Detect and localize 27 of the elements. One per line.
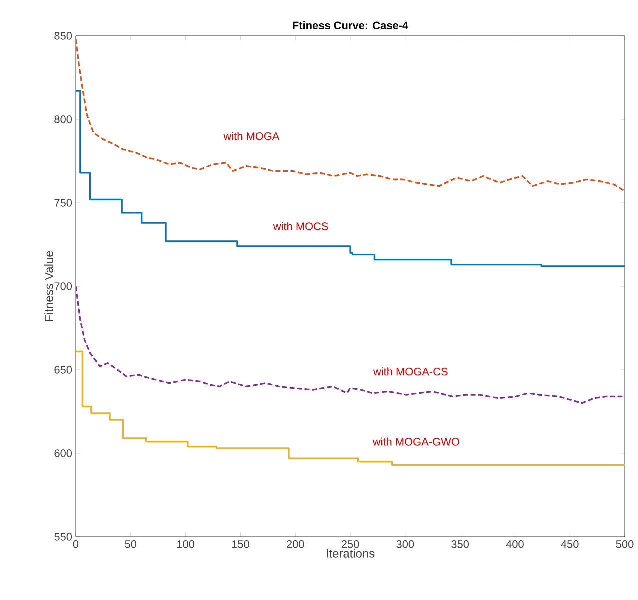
line-series — [76, 286, 626, 404]
x-tick-label: 500 — [616, 540, 634, 548]
x-tick-label: 200 — [287, 540, 304, 548]
y-tick-label: 550 — [54, 533, 72, 541]
x-tick-label: 0 — [73, 540, 79, 548]
x-tick-label: 150 — [232, 540, 250, 548]
x-tick-label: 250 — [342, 540, 360, 548]
annotation: with MOCS — [273, 222, 328, 230]
x-tick-label: 400 — [506, 540, 524, 548]
x-tick-label: 50 — [125, 540, 137, 548]
y-tick-label: 650 — [54, 366, 72, 374]
y-tick-label: 850 — [54, 32, 72, 40]
annotation: with MOGA — [224, 132, 280, 140]
y-axis-title: Fitness Value — [44, 251, 54, 322]
x-tick-label: 350 — [452, 540, 470, 548]
x-tick-label: 300 — [396, 540, 414, 548]
y-tick-label: 600 — [54, 450, 72, 458]
y-tick-label: 800 — [54, 116, 72, 124]
y-tick-label: 700 — [54, 282, 72, 290]
x-tick-label: 100 — [177, 540, 195, 548]
line-series — [76, 38, 626, 192]
chart-title: Ftiness Curve: Case-4 — [293, 21, 408, 30]
annotation: with MOGA-CS — [373, 368, 448, 376]
x-tick-label: 450 — [561, 540, 579, 548]
y-tick-label: 750 — [54, 199, 72, 207]
annotation: with MOGA-GWO — [372, 438, 460, 446]
x-axis-title: Iterations — [327, 549, 375, 558]
